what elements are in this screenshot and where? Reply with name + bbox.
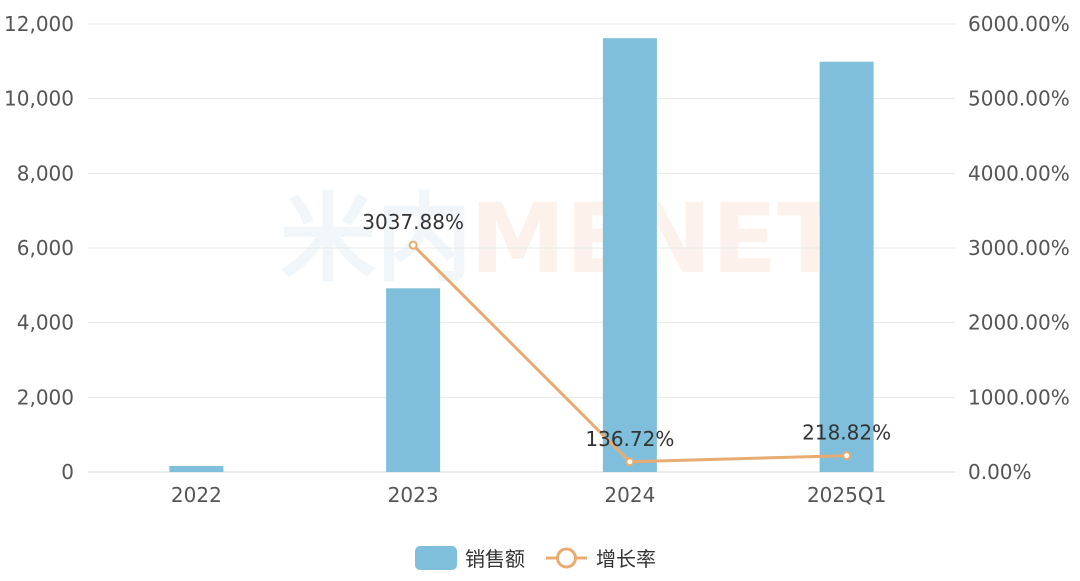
x-tick-label: 2022 (171, 483, 222, 507)
y-right-tick-label: 1000.00% (968, 385, 1070, 409)
bar-2022 (169, 466, 224, 472)
y-left-tick-label: 0 (61, 460, 74, 484)
y-right-tick-label: 0.00% (968, 460, 1032, 484)
y-left-tick-label: 8,000 (17, 161, 74, 185)
watermark-cjk: 米内 (280, 183, 472, 295)
left-axis-ticks: 0 2,000 4,000 6,000 8,000 10,000 12,000 (4, 12, 74, 484)
y-left-tick-label: 6,000 (17, 236, 74, 260)
y-right-tick-label: 5000.00% (968, 87, 1070, 111)
x-axis: 2022 2023 2024 2025Q1 (171, 483, 886, 507)
bar-2023 (386, 288, 441, 472)
data-label: 218.82% (802, 421, 891, 445)
bar-2024 (602, 38, 657, 472)
x-tick-label: 2023 (388, 483, 439, 507)
watermark: 米内 MENET (280, 183, 843, 295)
bar-series (169, 38, 874, 472)
y-right-tick-label: 2000.00% (968, 311, 1070, 335)
y-left-tick-label: 12,000 (4, 12, 74, 36)
gridlines (88, 23, 955, 473)
y-right-tick-label: 6000.00% (968, 12, 1070, 36)
legend-bar-swatch[interactable] (415, 546, 457, 570)
line-series: 3037.88% 136.72% 218.82% (362, 210, 891, 467)
y-left-tick-label: 10,000 (4, 87, 74, 111)
x-tick-label: 2025Q1 (807, 483, 886, 507)
data-label: 136.72% (585, 427, 674, 451)
y-right-tick-label: 3000.00% (968, 236, 1070, 260)
y-left-tick-label: 4,000 (17, 311, 74, 335)
right-axis-ticks: 0.00% 1000.00% 2000.00% 3000.00% 4000.00% 500… (968, 12, 1070, 484)
y-right-tick-label: 4000.00% (968, 161, 1070, 185)
legend-label-sales[interactable]: 销售额 (465, 547, 525, 571)
data-label: 3037.88% (362, 210, 464, 234)
point-2025Q1 (842, 451, 852, 461)
y-left-tick-label: 2,000 (17, 385, 74, 409)
legend[interactable]: 销售额 增长率 (415, 546, 656, 571)
x-tick-label: 2024 (604, 483, 655, 507)
point-2023 (408, 240, 418, 250)
legend-marker-icon (556, 547, 577, 569)
bar-2025Q1 (819, 61, 874, 472)
point-2024 (625, 457, 635, 467)
legend-label-growth[interactable]: 增长率 (596, 547, 656, 571)
